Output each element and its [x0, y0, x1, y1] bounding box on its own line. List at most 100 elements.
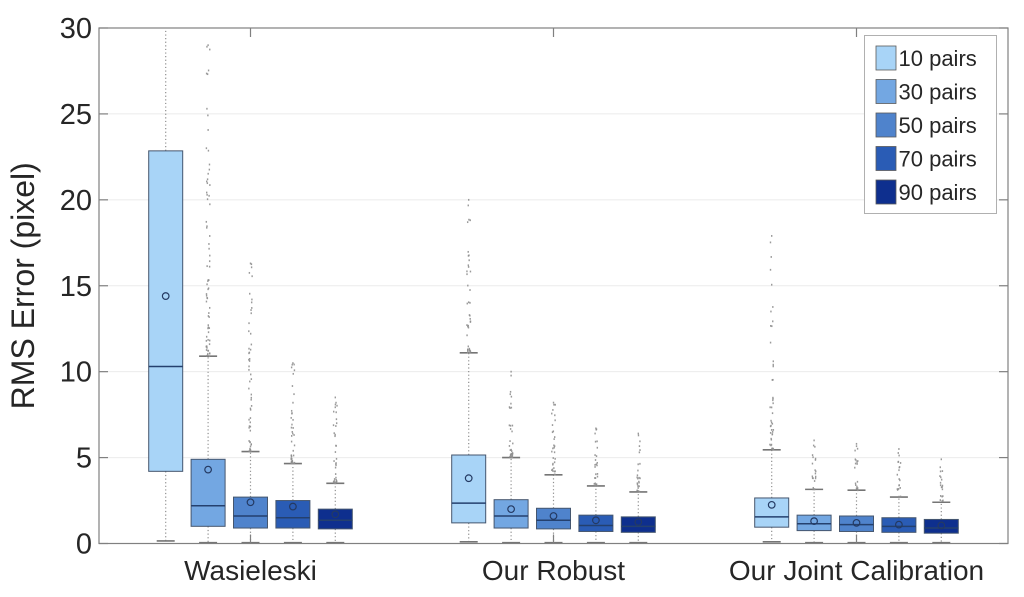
- outlier-dot: [205, 72, 208, 75]
- legend-item-label: 10 pairs: [899, 46, 977, 71]
- box: [839, 515, 874, 532]
- outlier-dot: [208, 312, 210, 314]
- outlier-dot: [467, 349, 469, 352]
- outlier-dot: [333, 432, 335, 435]
- outlier-dot: [814, 457, 817, 460]
- box: [620, 516, 656, 533]
- outlier-dot: [511, 455, 513, 458]
- outlier-dot: [551, 412, 553, 415]
- outlier-dot: [206, 225, 208, 228]
- outlier-dot: [335, 418, 338, 421]
- outlier-dot: [511, 430, 513, 433]
- outlier-dot: [207, 129, 209, 131]
- outlier-dot: [250, 450, 252, 453]
- box-group-30-pairs: [796, 439, 832, 544]
- legend-item-label: 30 pairs: [899, 80, 977, 105]
- outlier-dot: [771, 283, 773, 286]
- outlier-dot: [898, 478, 900, 480]
- outlier-dot: [466, 221, 469, 224]
- outlier-dot: [290, 457, 292, 460]
- outlier-dot: [206, 283, 208, 286]
- outlier-dot: [769, 324, 772, 327]
- outlier-dot: [208, 343, 211, 346]
- outlier-dot: [292, 401, 294, 404]
- outlier-dot: [205, 339, 208, 342]
- outlier-dot: [771, 433, 773, 436]
- outlier-dot: [208, 260, 211, 263]
- outlier-dot: [637, 463, 639, 466]
- outlier-dot: [207, 327, 209, 330]
- outlier-dot: [594, 440, 597, 443]
- outlier-dot: [855, 484, 857, 486]
- outlier-dot: [898, 448, 900, 450]
- outlier-dots: [636, 432, 641, 493]
- outlier-dot: [334, 433, 336, 436]
- box: [148, 150, 184, 472]
- outlier-dot: [770, 437, 772, 440]
- outlier-dot: [248, 450, 251, 453]
- outlier-dot: [897, 452, 899, 454]
- outlier-dot: [291, 462, 294, 465]
- outlier-dot: [209, 235, 211, 237]
- outlier-dot: [509, 390, 512, 393]
- outlier-dot: [811, 462, 814, 465]
- outlier-dot: [207, 324, 209, 327]
- box: [754, 497, 790, 528]
- outlier-dot: [638, 480, 640, 483]
- outlier-dot: [292, 449, 294, 452]
- outlier-dot: [939, 466, 941, 469]
- outlier-dot: [939, 495, 942, 497]
- outlier-dot: [206, 297, 209, 300]
- outlier-dot: [248, 358, 250, 361]
- outlier-dot: [206, 226, 208, 229]
- outlier-dot: [770, 443, 773, 446]
- outlier-dot: [815, 470, 817, 473]
- outlier-dot: [636, 483, 639, 486]
- legend-item: 70 pairs: [875, 146, 977, 172]
- outlier-dot: [207, 288, 209, 291]
- outlier-dot: [638, 485, 640, 488]
- group-label: Our Robust: [482, 555, 625, 586]
- outlier-dot: [292, 372, 294, 375]
- box: [536, 507, 571, 530]
- outlier-dot: [248, 368, 250, 371]
- outlier-dot: [772, 320, 774, 323]
- outlier-dot: [639, 440, 641, 443]
- outlier-dot: [554, 414, 556, 417]
- outlier-dot: [595, 483, 598, 486]
- outlier-dot: [249, 380, 251, 383]
- outlier-dot: [637, 434, 640, 437]
- outlier-dot: [770, 421, 773, 424]
- outlier-dot: [553, 445, 556, 448]
- box-group-90-pairs: [317, 396, 353, 544]
- outlier-dot: [639, 477, 641, 480]
- outlier-dot: [205, 345, 208, 348]
- box: [317, 508, 353, 530]
- outlier-dot: [207, 280, 209, 283]
- legend-swatch: [875, 79, 897, 104]
- outlier-dot: [291, 430, 293, 433]
- outlier-dot: [208, 163, 211, 166]
- outlier-dot: [467, 350, 469, 353]
- box-group-10-pairs: [451, 198, 487, 543]
- mean-marker: [895, 520, 903, 529]
- outlier-dot: [636, 474, 639, 477]
- outlier-dot: [469, 314, 471, 317]
- outlier-dot: [466, 302, 468, 305]
- outlier-dot: [335, 425, 337, 427]
- outlier-dot: [332, 424, 335, 427]
- outlier-dot: [291, 412, 293, 414]
- outlier-dot: [554, 457, 556, 460]
- legend-item-label: 50 pairs: [899, 113, 977, 138]
- outlier-dot: [205, 293, 208, 295]
- outlier-dot: [250, 301, 253, 304]
- legend-item: 30 pairs: [875, 79, 977, 105]
- outlier-dot: [855, 487, 858, 490]
- mean-marker: [464, 474, 473, 483]
- outlier-dot: [554, 470, 556, 473]
- outlier-dot: [510, 455, 512, 458]
- outlier-dot: [334, 473, 337, 475]
- outlier-dot: [941, 500, 943, 502]
- outlier-dot: [248, 387, 250, 390]
- outlier-dot: [290, 409, 293, 412]
